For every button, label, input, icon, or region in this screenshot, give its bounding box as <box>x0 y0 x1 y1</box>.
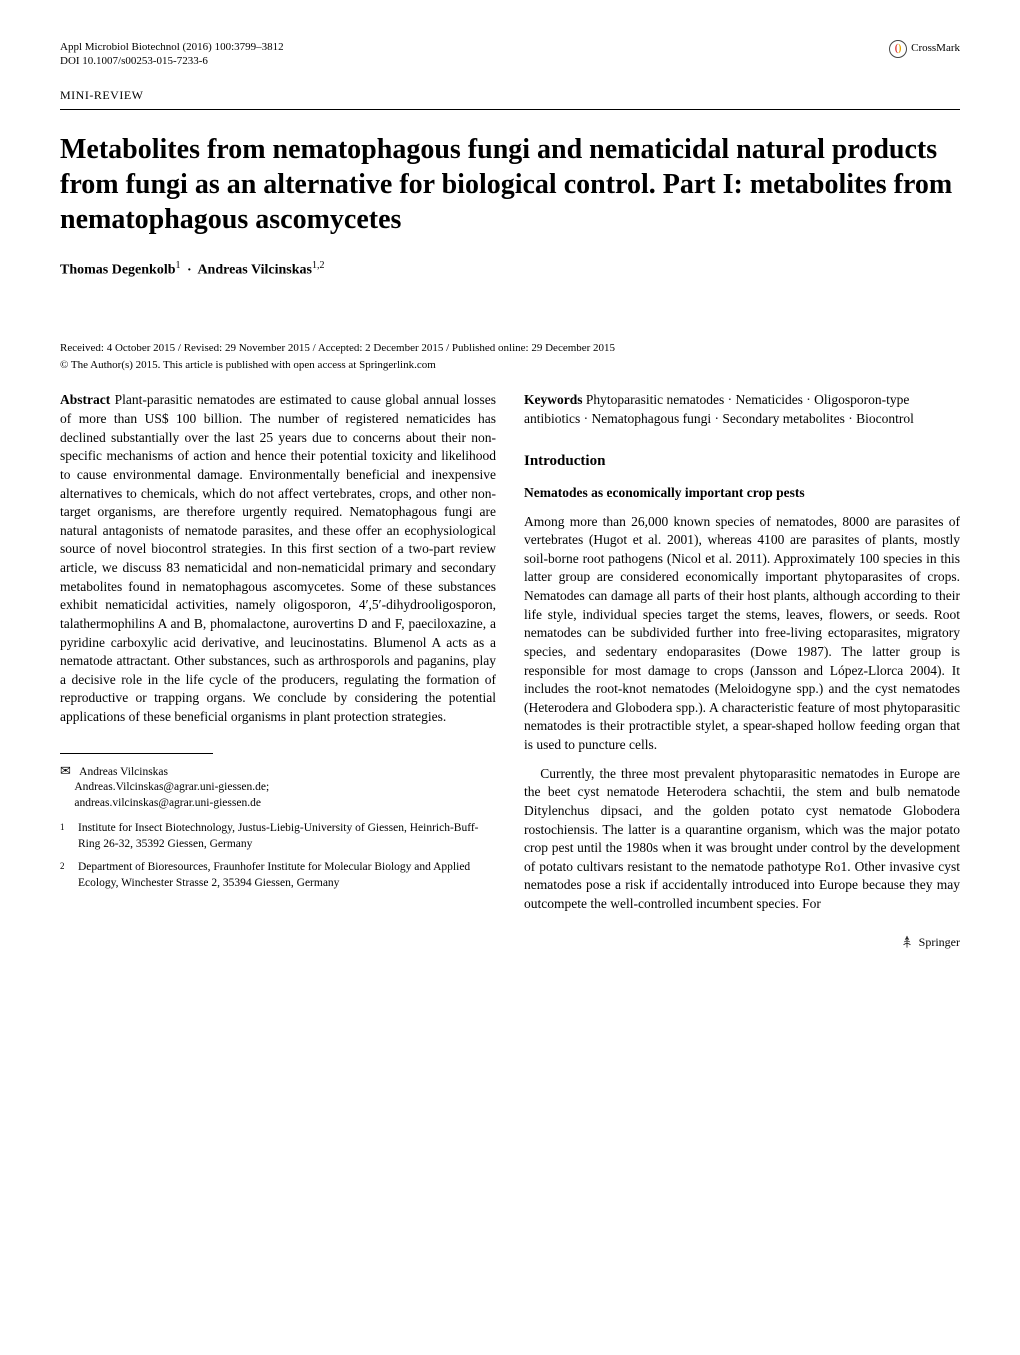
corr-email-2: andreas.vilcinskas@agrar.uni-giessen.de <box>74 797 261 809</box>
publisher-footer: Springer <box>524 934 960 951</box>
running-header: Appl Microbiol Biotechnol (2016) 100:379… <box>60 40 960 69</box>
section-heading-introduction: Introduction <box>524 451 960 472</box>
right-column: Keywords Phytoparasitic nematodes · Nema… <box>524 391 960 950</box>
corresponding-author: ✉ Andreas Vilcinskas Andreas.Vilcinskas@… <box>60 762 496 812</box>
corr-email-1: Andreas.Vilcinskas@agrar.uni-giessen.de; <box>74 781 269 793</box>
envelope-icon: ✉ <box>60 763 71 778</box>
footnote-rule <box>60 753 213 754</box>
abstract-label: Abstract <box>60 392 110 407</box>
author-1: Thomas Degenkolb <box>60 263 176 278</box>
keywords-text: Phytoparasitic nematodes · Nematicides ·… <box>524 392 914 426</box>
two-column-layout: Abstract Plant-parasitic nematodes are e… <box>60 391 960 950</box>
author-list: Thomas Degenkolb1 · Andreas Vilcinskas1,… <box>60 259 960 280</box>
left-column: Abstract Plant-parasitic nematodes are e… <box>60 391 496 950</box>
author-2-affil-sup: 1,2 <box>312 260 325 271</box>
affiliation-2: 2 Department of Bioresources, Fraunhofer… <box>60 860 496 891</box>
journal-citation: Appl Microbiol Biotechnol (2016) 100:379… <box>60 40 284 54</box>
crossmark-badge[interactable]: () CrossMark <box>889 40 960 58</box>
body-paragraph-1: Among more than 26,000 known species of … <box>524 513 960 755</box>
article-type: MINI-REVIEW <box>60 87 960 104</box>
article-dates: Received: 4 October 2015 / Revised: 29 N… <box>60 341 960 356</box>
keywords-block: Keywords Phytoparasitic nematodes · Nema… <box>524 391 960 428</box>
affil-1-text: Institute for Insect Biotechnology, Just… <box>78 821 496 852</box>
affil-1-number: 1 <box>60 821 68 852</box>
publisher-name: Springer <box>919 934 960 951</box>
crossmark-icon: () <box>889 40 907 58</box>
abstract-block: Abstract Plant-parasitic nematodes are e… <box>60 391 496 726</box>
crossmark-label: CrossMark <box>911 41 960 56</box>
affil-2-number: 2 <box>60 860 68 891</box>
author-2: Andreas Vilcinskas <box>197 263 312 278</box>
body-paragraph-2: Currently, the three most prevalent phyt… <box>524 765 960 914</box>
author-separator: · <box>187 263 192 278</box>
abstract-text: Plant-parasitic nematodes are estimated … <box>60 392 496 724</box>
keywords-label: Keywords <box>524 392 583 407</box>
affil-2-text: Department of Bioresources, Fraunhofer I… <box>78 860 496 891</box>
title-rule <box>60 109 960 110</box>
author-1-affil-sup: 1 <box>176 260 181 271</box>
springer-icon <box>900 935 914 949</box>
copyright-line: © The Author(s) 2015. This article is pu… <box>60 358 960 373</box>
subsection-heading: Nematodes as economically important crop… <box>524 484 960 503</box>
header-left: Appl Microbiol Biotechnol (2016) 100:379… <box>60 40 284 69</box>
article-title: Metabolites from nematophagous fungi and… <box>60 132 960 237</box>
corr-name: Andreas Vilcinskas <box>79 766 168 778</box>
affiliation-1: 1 Institute for Insect Biotechnology, Ju… <box>60 821 496 852</box>
doi: DOI 10.1007/s00253-015-7233-6 <box>60 54 284 68</box>
